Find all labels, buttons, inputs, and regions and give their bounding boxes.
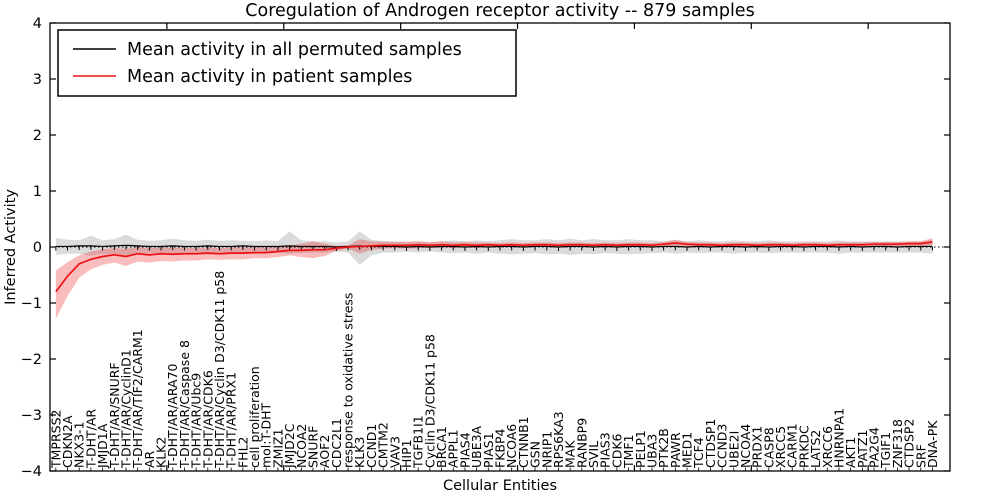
x-tick-label: CTNNB1 [516,416,531,468]
legend-label-permuted: Mean activity in all permuted samples [127,40,462,60]
x-tick-label: cell proliferation [247,366,262,468]
x-tick-label: JMJD2C [282,423,297,469]
x-tick-label: PATZ1 [855,430,870,468]
x-tick-label: CCND1 [364,424,379,468]
x-tick-label: T-DHT/AR/CDK6 [200,370,215,469]
x-tick-label: KLK3 [352,437,367,468]
x-tick-label: T-DHT/AR/Caspase 8 [177,340,192,469]
x-tick-label: LATS2 [808,430,823,468]
x-tick-label: PIAS4 [457,432,472,468]
x-tick-label: JMJD1A [95,423,110,469]
x-tick-label: CDK6 [609,433,624,468]
x-tick-label: T-DHT/AR/TIF2/CARM1 [130,329,145,469]
patient-mean-line [55,241,933,293]
chart-title: Coregulation of Androgen receptor activi… [245,1,754,21]
x-tick-label: T-DHT/AR/Ubc9 [189,373,204,469]
y-tick-label: 4 [33,16,42,32]
x-tick-label: CDC2L1 [329,418,344,468]
y-tick-label: −3 [21,408,42,424]
x-tick-label: HIP1 [399,439,414,468]
x-tick-label: AR [142,450,157,468]
permuted-mean-line [55,244,933,248]
legend: Mean activity in all permuted samples Me… [57,29,517,97]
x-tick-label: HNRNPA1 [831,408,846,468]
x-tick-label: SRF [913,444,928,468]
y-tick-label: 0 [33,240,42,256]
x-tick-label: ZMIZ1 [270,428,285,468]
x-tick-label: RANBP9 [574,418,589,468]
x-tick-label: ZNF318 [890,419,905,468]
plot-area: 43210−1−2−3−4TMPRSS2CDKN2ANKX3-1T-DHT/AR… [21,16,951,480]
x-tick-label: UBA3 [644,434,659,468]
x-tick-label: PRKDC [796,425,811,468]
y-tick-label: 2 [33,128,42,144]
x-tick-label: FKBP4 [493,428,508,468]
x-tick-label: AOF2 [317,435,332,468]
x-tick-label: CARM1 [785,423,800,468]
x-tick-label: VAV3 [387,436,402,468]
x-tick-label: T-DHT/AR/PRX1 [224,372,239,469]
x-tick-label: PIAS1 [481,432,496,468]
x-tick-label: TMF1 [621,434,636,469]
x-tick-label: UBE2I [726,431,741,468]
x-tick-label: T-DHT/AR/CyclinD1 [118,349,133,469]
y-tick-label: −4 [21,464,42,480]
y-tick-label: −1 [21,296,42,312]
x-tick-label: PAWR [668,432,683,468]
x-tick-label: T-DHT/AR/Cyclin D3/CDK11 p58 [212,271,227,469]
x-tick-label: PIAS3 [598,432,613,468]
y-tick-label: 3 [33,72,42,88]
x-tick-label: NCOA4 [738,424,753,468]
x-tick-label: AKT1 [843,437,858,468]
x-tick-label: CASP8 [761,427,776,468]
x-tick-label: PELP1 [633,430,648,468]
x-tick-label: SNURF [305,426,320,468]
x-tick-label: T-DHT/AR/SNURF [107,362,122,469]
permuted-confidence-band [55,231,933,265]
y-tick-label: −2 [21,352,42,368]
x-tick-label: UBE3A [469,425,484,468]
legend-label-patient: Mean activity in patient samples [127,67,412,87]
y-tick-label: 1 [33,184,42,200]
x-tick-label: T-DHT/AR [83,409,98,469]
x-tick-label: NKX3-1 [72,421,87,468]
y-axis-label: Inferred Activity [3,189,19,305]
x-tick-label: SVIL [586,441,601,468]
x-tick-label: PTK2B [656,428,671,468]
legend-box [57,29,517,97]
x-tick-label: NCOA6 [504,424,519,468]
x-tick-label: CTDSP1 [703,419,718,468]
x-tick-label: FHL2 [235,436,250,468]
x-tick-label: CDKN2A [60,415,75,468]
x-tick-label: TCF4 [691,437,706,469]
x-tick-label: DNA-PK [925,420,940,468]
x-tick-label: MED1 [680,432,695,468]
x-tick-label: NRIP1 [539,431,554,468]
x-tick-label: XRCC6 [820,426,835,468]
x-tick-label: PRDX1 [750,426,765,468]
x-tick-label: MAK [563,440,578,468]
patient-confidence-band [55,238,933,319]
x-tick-label: mol:T-DHT [259,402,274,468]
x-tick-label: CCND3 [715,424,730,468]
x-tick-label: TGIF1 [878,432,893,469]
x-tick-label: CTDSP2 [902,419,917,468]
x-tick-label: TMPRSS2 [48,410,63,469]
x-tick-label: T-DHT/AR/ARA70 [165,363,180,469]
x-tick-label: XRCC5 [773,426,788,468]
x-tick-label: PA2G4 [867,427,882,468]
x-tick-label: response to oxidative stress [341,293,356,468]
x-tick-label: Cyclin D3/CDK11 p58 [422,334,437,468]
x-tick-label: KLK2 [154,437,169,468]
x-tick-label: APPL1 [446,429,461,468]
x-tick-label: BRCA1 [434,426,449,468]
x-tick-label: NCOA2 [294,424,309,468]
x-tick-label: TGFB1I1 [411,415,426,469]
x-tick-label: GSN [528,441,543,468]
x-axis-label: Cellular Entities [443,478,557,494]
x-tick-label: RPS6KA3 [551,411,566,468]
x-tick-label: CMTM2 [376,422,391,468]
